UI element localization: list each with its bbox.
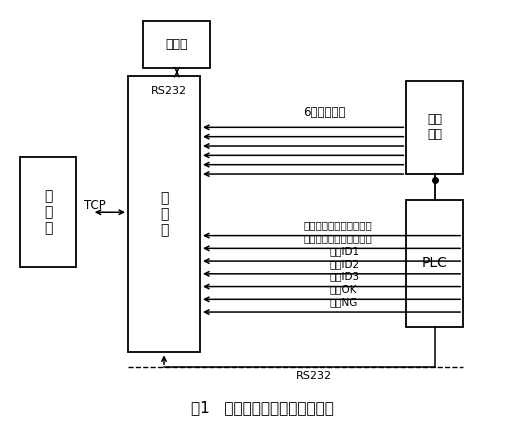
Bar (128, 76, 200, 352)
Bar (407, 81, 463, 174)
Text: 测量NG: 测量NG (329, 297, 357, 307)
Text: 图1   自动测量系统核心部件组成: 图1 自动测量系统核心部件组成 (191, 400, 333, 415)
Text: TCP: TCP (83, 199, 105, 212)
Bar (407, 200, 463, 327)
Text: 工件ID3: 工件ID3 (329, 271, 359, 281)
Text: 测量OK: 测量OK (329, 284, 356, 294)
Text: 工件ID2: 工件ID2 (329, 259, 359, 269)
Bar (144, 21, 211, 68)
Text: 工
控
机: 工 控 机 (160, 191, 168, 238)
Text: 端面启动和端面停止信号: 端面启动和端面停止信号 (303, 233, 372, 243)
Text: 测量
夹具: 测量 夹具 (427, 113, 442, 141)
Text: RS232: RS232 (151, 86, 187, 96)
Text: 测量启动和测量停止信号: 测量启动和测量停止信号 (303, 220, 372, 230)
Text: RS232: RS232 (296, 371, 332, 381)
Bar (19, 157, 77, 268)
Text: 工件ID1: 工件ID1 (329, 246, 359, 256)
Text: 6路测量数据: 6路测量数据 (303, 106, 346, 119)
Text: 扫描仪: 扫描仪 (166, 38, 188, 51)
Text: PLC: PLC (422, 256, 447, 270)
Text: 总
控
机: 总 控 机 (44, 189, 52, 236)
